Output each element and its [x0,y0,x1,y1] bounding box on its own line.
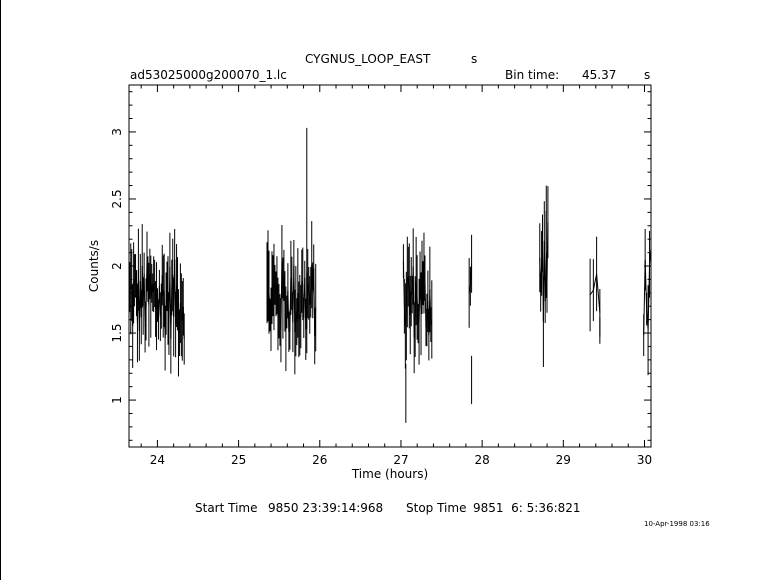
series-segment [592,273,598,291]
series-segment [297,292,300,320]
series-segment [268,292,271,316]
series-segment [290,277,293,284]
x-tick-label: 26 [312,453,327,467]
series-segment [429,289,432,325]
series-segment [146,261,149,280]
series-segment [144,309,147,328]
series-segment [293,265,296,333]
chart-title-suffix: s [471,52,478,66]
start-time-label: Start Time [195,501,258,515]
file-label: ad53025000g200070_1.lc [130,68,287,82]
series-segment [412,266,415,338]
series-segment [288,329,291,333]
series-segment [267,275,270,293]
series-segment [468,286,471,294]
x-tick-label: 30 [637,453,652,467]
stop-time-value: 9851 6: 5:36:821 [473,501,581,515]
series-segment [133,280,136,284]
bin-time-value: 45.37 [582,68,617,82]
plot-timestamp: 10-Apr-1998 03:16 [644,520,710,528]
x-tick-label: 25 [231,453,246,467]
series-segment [424,278,427,328]
series-segment [417,321,420,324]
bin-time-unit: s [644,68,651,82]
series-segment [414,281,417,317]
series-segment [143,273,146,328]
series-segment [287,290,290,332]
series-segment [425,319,428,328]
series-segment [161,275,164,297]
series-segment [155,305,158,310]
stop-time-label: Stop Time [406,501,467,515]
chart-title: CYGNUS_LOOP_EAST [305,52,431,66]
series-segment [423,272,426,279]
series-segment [643,259,646,336]
series-segment [402,261,405,307]
series-segment [589,289,594,296]
x-tick-label: 27 [393,453,408,467]
series-segment [298,315,301,320]
series-segment [177,293,179,333]
series-segment [182,306,185,340]
series-segment [309,292,312,305]
x-axis-label: Time (hours) [351,467,428,481]
series-segment [307,283,310,294]
series-segment [415,281,418,298]
series-segment [164,303,167,339]
series-segment [152,284,155,293]
series-segment [546,222,549,283]
series-segment [416,297,419,324]
series-segment [405,281,408,317]
series-segment [404,315,407,326]
bin-time-label: Bin time: [505,68,560,82]
series-segment [409,291,412,316]
series-segment [285,311,288,329]
y-tick-label: 1 [110,396,124,404]
series-segment [278,311,281,321]
series-segment [301,281,304,285]
series-segment [647,264,651,331]
series-segment [596,273,601,313]
series-segment [145,261,148,310]
y-tick-label: 2 [110,262,124,270]
x-tick-label: 24 [150,453,165,467]
series-segment [313,268,316,337]
series-segment [175,285,178,325]
start-time-value: 9850 23:39:14:968 [268,501,384,515]
series-segment [179,303,182,315]
series-segment [135,275,137,294]
x-tick-label: 28 [475,453,490,467]
series-segment [176,285,179,294]
series-segment [407,276,410,286]
series-segment [469,263,473,287]
y-tick-label: 1.5 [110,323,124,342]
series-segment [644,259,648,310]
y-tick-label: 3 [110,128,124,136]
series-segment [289,277,292,330]
y-tick-label: 2.5 [110,189,124,208]
series-segment [158,286,161,317]
series-segment [314,307,317,337]
series-segment [283,275,286,302]
series-segment [270,287,273,320]
x-tick-label: 29 [556,453,571,467]
series-segment [166,286,169,301]
series-segment [178,303,181,333]
series-segment [300,281,303,317]
series-segment [170,287,173,339]
series-segment [420,277,423,314]
series-segment [540,263,543,293]
series-segment [430,319,433,325]
left-border [0,0,1,580]
series-segment [154,283,157,310]
series-segment [132,282,135,326]
plot-frame [128,84,652,448]
y-axis-label: Counts/s [87,240,101,292]
series-segment [413,316,416,338]
series-segment [159,306,162,317]
series-segment [276,285,279,314]
